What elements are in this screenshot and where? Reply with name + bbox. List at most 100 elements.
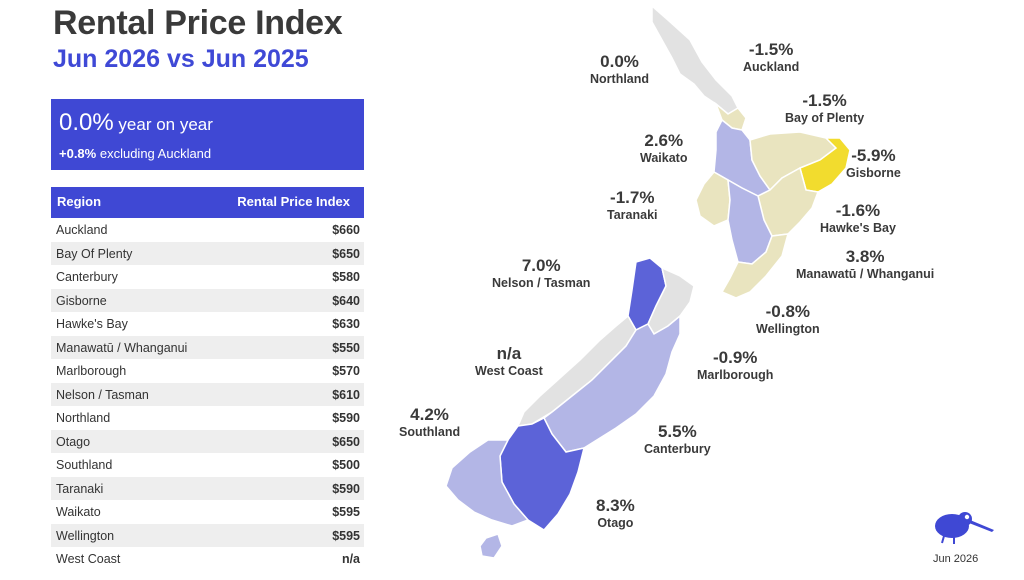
table-row: Southland $500 [51,453,364,477]
row-region: Taranaki [56,481,104,496]
map-label-taranaki: -1.7% Taranaki [607,188,658,222]
map-label-southland: 4.2% Southland [399,405,460,439]
label-name: Canterbury [644,442,711,456]
stewart-island [479,533,503,559]
row-region: Gisborne [56,293,107,308]
row-value: $650 [332,434,360,449]
label-name: Hawke's Bay [820,221,896,235]
row-value: n/a [341,552,360,566]
row-region: Waikato [56,505,101,519]
row-value: $595 [332,505,360,519]
map-label-nelson-tasman: 7.0% Nelson / Tasman [492,256,590,290]
row-value: $650 [332,246,360,261]
label-pct: 5.5% [657,422,697,441]
table-row: Otago $650 [51,429,364,453]
page-subtitle: Jun 2026 vs Jun 2025 [53,45,309,73]
kpi-card: 0.0% year on year +0.8% excluding Auckla… [51,99,364,170]
row-value: $500 [332,458,360,472]
row-value: $610 [332,387,360,402]
map-label-bay-of-plenty: -1.5% Bay of Plenty [785,91,864,125]
kpi-value: 0.0% [59,109,114,136]
table-row: Auckland $660 [51,218,364,242]
row-region: Manawatū / Whanganui [56,340,188,355]
row-region: Bay Of Plenty [56,246,133,261]
row-value: $550 [332,340,360,355]
rental-index-table: Region Rental Price Index Auckland $660 B… [51,187,364,571]
map-label-auckland: -1.5% Auckland [743,40,799,74]
map-label-wellington: -0.8% Wellington [756,302,820,336]
page-title: Rental Price Index [53,4,343,42]
kpi-value-label: year on year [113,115,213,134]
label-name: Bay of Plenty [785,111,865,125]
report-date: Jun 2026 [933,553,979,565]
label-pct: 3.8% [845,247,885,266]
row-value: $580 [332,270,360,284]
label-name: Waikato [640,151,688,165]
row-region: Wellington [56,528,115,543]
label-name: Nelson / Tasman [492,276,591,290]
label-pct: 4.2% [410,405,449,424]
label-name: Otago [597,516,634,530]
kpi-secondary-label: excluding Auckland [96,146,212,161]
label-pct: -1.7% [610,188,655,207]
map-label-hawkes-bay: -1.6% Hawke's Bay [820,201,896,235]
table-row: Marlborough $570 [51,359,364,383]
table-row: Nelson / Tasman $610 [51,382,364,406]
map-label-waikato: 2.6% Waikato [640,131,687,165]
label-pct: -5.9% [851,146,896,165]
map-label-northland: 0.0% Northland [590,52,649,86]
label-name: Northland [590,72,650,86]
table-row: West Coast n/a [51,547,364,571]
row-value: $595 [332,528,360,543]
table-row: Northland $590 [51,406,364,430]
region-northland[interactable] [651,4,739,115]
table-row: Manawatū / Whanganui $550 [51,335,364,359]
map-label-gisborne: -5.9% Gisborne [846,146,901,180]
table-row: Hawke's Bay $630 [51,312,364,336]
row-region: Marlborough [56,364,127,378]
label-pct: -0.9% [712,348,758,367]
map-label-manawatu-whanganui: 3.8% Manawatū / Whanganui [796,247,934,281]
region-southland[interactable] [445,439,530,527]
label-name: Marlborough [697,368,774,382]
label-pct: 0.0% [600,52,639,71]
map-label-marlborough: -0.9% Marlborough [697,348,773,382]
row-value: $640 [332,293,360,308]
map-label-canterbury: 5.5% Canterbury [644,422,711,456]
row-value: $630 [332,317,360,331]
table-row: Bay Of Plenty $650 [51,241,364,265]
row-region: Southland [56,458,113,472]
table-row: Wellington $595 [51,523,364,547]
label-pct: 8.3% [596,496,635,515]
label-name: Auckland [743,60,800,74]
table-header: Region Rental Price Index [51,187,364,218]
row-region: Nelson / Tasman [56,387,149,402]
label-name: Wellington [756,322,820,336]
row-region: Otago [56,434,91,449]
label-pct: -1.5% [748,40,794,59]
row-value: $660 [332,223,360,237]
kiwi-bird-icon [935,512,994,544]
label-pct: 2.6% [644,131,684,150]
label-name: Gisborne [846,166,901,180]
row-region: West Coast [56,552,121,566]
column-header-region[interactable]: Region [57,194,102,209]
row-region: Hawke's Bay [56,317,128,331]
row-region: Canterbury [56,270,118,284]
map-label-west-coast: n/a West Coast [475,344,543,378]
table-row: Gisborne $640 [51,288,364,312]
label-name: Manawatū / Whanganui [796,267,935,281]
label-name: Southland [399,425,461,439]
label-name: Taranaki [607,208,658,222]
region-taranaki[interactable] [695,171,731,227]
label-pct: -1.6% [835,201,881,220]
row-region: Northland [56,411,111,425]
label-name: West Coast [475,364,543,378]
column-header-index[interactable]: Rental Price Index [237,194,350,209]
kpi-secondary-value: +0.8% [59,146,97,161]
table-row: Canterbury $580 [51,265,364,289]
region-wellington[interactable] [720,233,790,299]
table-row: Waikato $595 [51,500,364,524]
kpi-headline: 0.0% year on year [59,109,213,137]
